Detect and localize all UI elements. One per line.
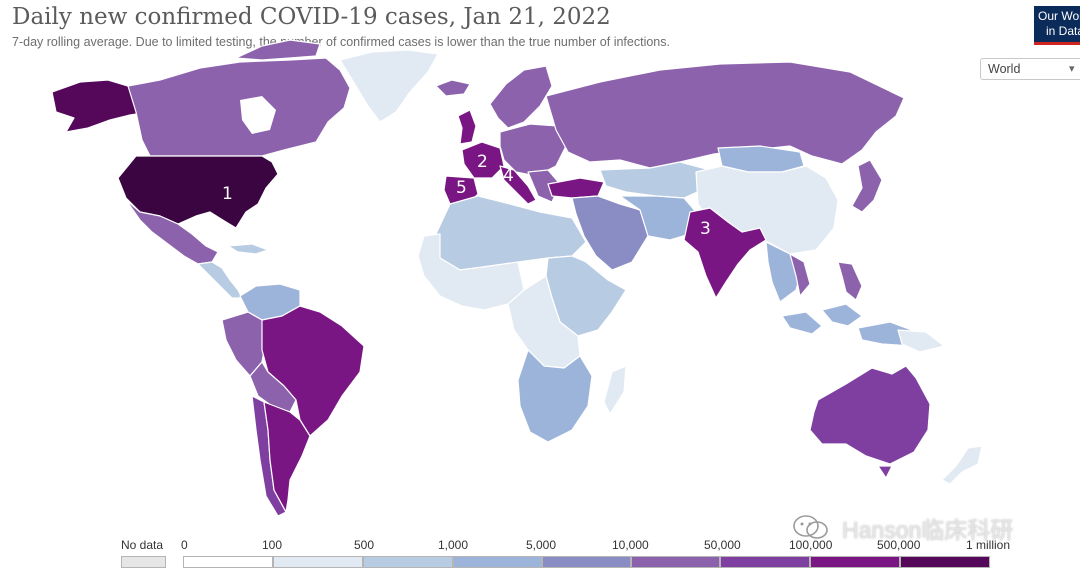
rank-label-1: 1 <box>222 184 233 204</box>
country-mexico[interactable] <box>125 199 219 265</box>
rank-label-4: 4 <box>503 166 514 186</box>
country-iceland[interactable] <box>435 79 471 97</box>
wechat-icon <box>793 515 828 539</box>
country-australia-tasmania[interactable] <box>877 465 893 479</box>
country-japan[interactable] <box>851 159 883 213</box>
country-vietnam[interactable] <box>789 253 811 297</box>
region-middle-east[interactable] <box>571 195 649 271</box>
logo-line-2: in Data <box>1046 24 1080 38</box>
owid-logo[interactable]: Our World in Data <box>1034 6 1080 44</box>
rank-label-5: 5 <box>456 178 467 198</box>
rank-label-3: 3 <box>700 219 711 239</box>
country-india[interactable] <box>683 207 767 299</box>
region-central-america[interactable] <box>197 261 243 299</box>
country-canada-islands[interactable] <box>235 39 321 61</box>
region-central-africa[interactable] <box>507 275 581 369</box>
region-select-value: World <box>988 62 1021 76</box>
country-russia[interactable] <box>545 61 905 169</box>
chevron-down-icon: ▾ <box>1069 63 1075 75</box>
watermark-text: Hanson临床科研 <box>842 517 1014 543</box>
country-france[interactable] <box>461 141 505 179</box>
country-italy[interactable] <box>499 165 537 205</box>
region-scandinavia[interactable] <box>489 65 553 129</box>
country-papua-new-guinea[interactable] <box>897 329 945 353</box>
country-philippines[interactable] <box>837 261 863 301</box>
region-southern-africa[interactable] <box>517 349 593 443</box>
country-australia[interactable] <box>809 365 931 465</box>
country-argentina[interactable] <box>263 401 311 513</box>
country-canada[interactable] <box>127 57 351 157</box>
region-select[interactable]: World ▾ <box>980 58 1080 80</box>
region-bolivia-paraguay[interactable] <box>249 361 297 413</box>
country-madagascar[interactable] <box>603 365 627 415</box>
region-central-asia[interactable] <box>599 161 711 199</box>
chart-title: Daily new confirmed COVID-19 cases, Jan … <box>12 4 611 30</box>
country-new-zealand[interactable] <box>941 445 983 485</box>
rank-label-2: 2 <box>477 152 488 172</box>
country-alaska[interactable] <box>51 79 151 133</box>
logo-line-1: Our World <box>1038 9 1080 23</box>
logo-accent-bar <box>1034 42 1080 45</box>
region-caribbean[interactable] <box>227 243 269 255</box>
chart-subtitle: 7-day rolling average. Due to limited te… <box>12 35 670 49</box>
country-greenland[interactable] <box>339 49 439 123</box>
country-united-kingdom[interactable] <box>457 109 477 145</box>
